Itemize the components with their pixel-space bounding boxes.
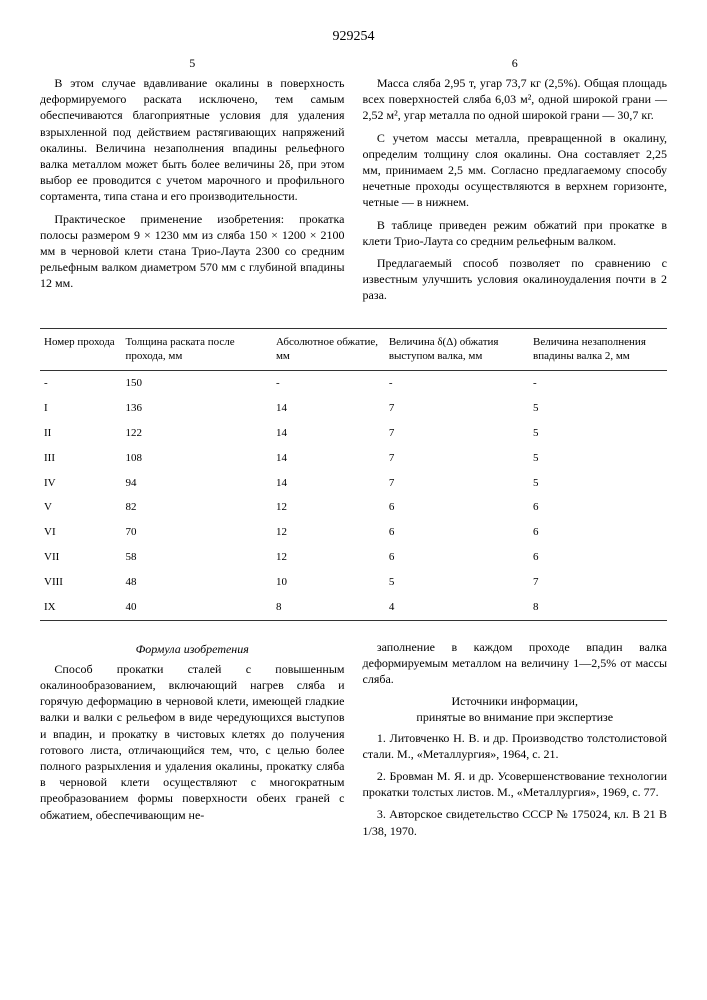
- formula-column: Формула изобретения Способ прокатки стал…: [40, 639, 345, 845]
- table-cell: 4: [385, 595, 529, 620]
- th-thickness: Толщина раската после прохода, мм: [122, 328, 272, 371]
- table-cell: 48: [122, 570, 272, 595]
- table-cell: II: [40, 421, 122, 446]
- source-3: 3. Авторское свидетельство СССР № 175024…: [363, 806, 668, 838]
- table-row: -150---: [40, 371, 667, 396]
- data-table: Номер прохода Толщина раската после прох…: [40, 328, 667, 621]
- table-cell: 8: [529, 595, 667, 620]
- table-cell: 122: [122, 421, 272, 446]
- table-cell: 14: [272, 421, 385, 446]
- sources-column: заполнение в каждом проходе впадин валка…: [363, 639, 668, 845]
- table-row: IV941475: [40, 471, 667, 496]
- table-cell: 10: [272, 570, 385, 595]
- table-cell: 5: [529, 471, 667, 496]
- table-row: II1221475: [40, 421, 667, 446]
- table-cell: 14: [272, 471, 385, 496]
- table-cell: 7: [385, 446, 529, 471]
- table-cell: 6: [385, 545, 529, 570]
- upper-columns: 5 В этом случае вдавливание окалины в по…: [40, 55, 667, 310]
- right-col-number: 6: [363, 55, 668, 71]
- table-row: V821266: [40, 495, 667, 520]
- table-cell: 136: [122, 396, 272, 421]
- table-cell: 6: [385, 520, 529, 545]
- sources-title: Источники информации, принятые во вниман…: [363, 693, 668, 725]
- right-para-2: С учетом массы металла, превращенной в о…: [363, 130, 668, 211]
- document-number: 929254: [40, 28, 667, 47]
- left-col-number: 5: [40, 55, 345, 71]
- table-cell: 6: [529, 495, 667, 520]
- lower-columns: Формула изобретения Способ прокатки стал…: [40, 639, 667, 845]
- table-cell: 7: [385, 421, 529, 446]
- table-cell: 12: [272, 545, 385, 570]
- right-column: 6 Масса сляба 2,95 т, угар 73,7 кг (2,5%…: [363, 55, 668, 310]
- formula-cont: заполнение в каждом проходе впадин валка…: [363, 639, 668, 688]
- table-cell: 70: [122, 520, 272, 545]
- right-para-1: Масса сляба 2,95 т, угар 73,7 кг (2,5%).…: [363, 75, 668, 124]
- table-cell: V: [40, 495, 122, 520]
- table-cell: 6: [529, 520, 667, 545]
- table-cell: 94: [122, 471, 272, 496]
- table-cell: VII: [40, 545, 122, 570]
- table-body: -150---I1361475II1221475III1081475IV9414…: [40, 371, 667, 620]
- left-para-2: Практическое применение изобретения: про…: [40, 211, 345, 292]
- table-cell: -: [529, 371, 667, 396]
- table-cell: 12: [272, 520, 385, 545]
- table-cell: 5: [529, 421, 667, 446]
- table-row: VIII481057: [40, 570, 667, 595]
- table-cell: -: [40, 371, 122, 396]
- table-cell: -: [272, 371, 385, 396]
- table-cell: I: [40, 396, 122, 421]
- table-cell: 40: [122, 595, 272, 620]
- table-row: III1081475: [40, 446, 667, 471]
- table-header-row: Номер прохода Толщина раската после прох…: [40, 328, 667, 371]
- table-cell: 14: [272, 396, 385, 421]
- formula-text: Способ прокатки сталей с повышенным окал…: [40, 661, 345, 823]
- left-column: 5 В этом случае вдавливание окалины в по…: [40, 55, 345, 310]
- table-cell: 12: [272, 495, 385, 520]
- table-cell: 8: [272, 595, 385, 620]
- table-cell: 7: [385, 471, 529, 496]
- right-para-4: Предлагаемый способ позволяет по сравнен…: [363, 255, 668, 304]
- table-cell: IX: [40, 595, 122, 620]
- table-cell: 5: [529, 396, 667, 421]
- table-cell: 5: [385, 570, 529, 595]
- source-2: 2. Бровман М. Я. и др. Усовершенствовани…: [363, 768, 668, 800]
- right-para-3: В таблице приведен режим обжатий при про…: [363, 217, 668, 249]
- table-cell: VIII: [40, 570, 122, 595]
- left-para-1: В этом случае вдавливание окалины в пове…: [40, 75, 345, 205]
- table-cell: 7: [529, 570, 667, 595]
- table-cell: 108: [122, 446, 272, 471]
- table-cell: 7: [385, 396, 529, 421]
- th-reduction: Абсолютное обжатие, мм: [272, 328, 385, 371]
- table-cell: 14: [272, 446, 385, 471]
- table-cell: 58: [122, 545, 272, 570]
- th-pass: Номер прохода: [40, 328, 122, 371]
- table-cell: 82: [122, 495, 272, 520]
- table-row: I1361475: [40, 396, 667, 421]
- table-cell: 6: [385, 495, 529, 520]
- th-delta: Величина δ(Δ) обжатия выступом валка, мм: [385, 328, 529, 371]
- table-cell: III: [40, 446, 122, 471]
- table-row: VI701266: [40, 520, 667, 545]
- source-1: 1. Литовченко Н. В. и др. Производство т…: [363, 730, 668, 762]
- formula-title: Формула изобретения: [40, 641, 345, 657]
- table-cell: 6: [529, 545, 667, 570]
- table-row: IX40848: [40, 595, 667, 620]
- table-cell: IV: [40, 471, 122, 496]
- table-cell: 150: [122, 371, 272, 396]
- table-cell: -: [385, 371, 529, 396]
- table-cell: VI: [40, 520, 122, 545]
- table-cell: 5: [529, 446, 667, 471]
- th-unfill: Величина незаполнения впадины валка 2, м…: [529, 328, 667, 371]
- table-row: VII581266: [40, 545, 667, 570]
